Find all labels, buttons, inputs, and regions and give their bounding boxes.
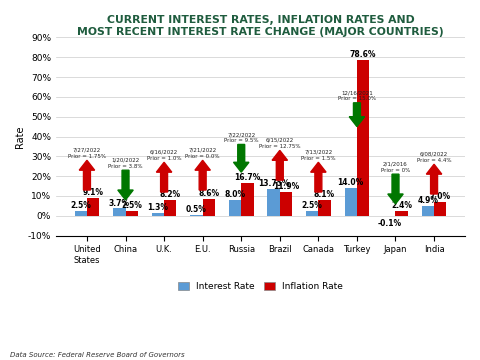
Text: 7/21/2022
Prior = 0.0%: 7/21/2022 Prior = 0.0% [185, 148, 220, 159]
Text: 4.9%: 4.9% [418, 196, 438, 205]
Text: Data Source: Federal Reserve Board of Governors: Data Source: Federal Reserve Board of Go… [10, 352, 184, 358]
Bar [152, 213, 164, 216]
Text: 8.0%: 8.0% [225, 190, 246, 199]
FancyArrow shape [272, 150, 288, 180]
Text: -0.1%: -0.1% [377, 219, 401, 228]
Text: 7/27/2022
Prior = 1.75%: 7/27/2022 Prior = 1.75% [68, 148, 106, 159]
Bar [357, 60, 369, 216]
Text: 2.4%: 2.4% [391, 201, 412, 210]
Text: 9.1%: 9.1% [83, 188, 104, 197]
Text: 12/16/2021
Prior = 15.0%: 12/16/2021 Prior = 15.0% [338, 90, 376, 101]
Bar [164, 199, 177, 216]
FancyArrow shape [426, 164, 442, 194]
Title: CURRENT INTEREST RATES, INFLATION RATES AND
MOST RECENT INTEREST RATE CHANGE (MA: CURRENT INTEREST RATES, INFLATION RATES … [77, 15, 444, 37]
Text: 8.2%: 8.2% [160, 190, 181, 199]
Y-axis label: Rate: Rate [15, 125, 25, 148]
FancyArrow shape [79, 160, 95, 190]
FancyArrow shape [195, 160, 210, 190]
Text: 2.5%: 2.5% [302, 201, 323, 210]
Text: 13.75%: 13.75% [258, 179, 289, 188]
Bar [422, 206, 434, 216]
Text: 6/08/2022
Prior = 4.4%: 6/08/2022 Prior = 4.4% [417, 152, 451, 163]
FancyArrow shape [388, 174, 403, 204]
Bar [306, 211, 318, 216]
FancyArrow shape [233, 144, 249, 172]
Text: 0.5%: 0.5% [186, 205, 207, 214]
Text: 14.0%: 14.0% [337, 178, 364, 187]
Bar [87, 198, 99, 216]
Legend: Interest Rate, Inflation Rate: Interest Rate, Inflation Rate [175, 278, 347, 294]
Text: 3.7%: 3.7% [109, 199, 130, 208]
Bar [434, 202, 446, 216]
Text: 8.6%: 8.6% [198, 189, 219, 198]
FancyArrow shape [349, 103, 365, 127]
Text: 78.6%: 78.6% [350, 50, 376, 59]
Bar [125, 211, 138, 216]
Text: 7.0%: 7.0% [430, 192, 451, 201]
Bar [74, 211, 87, 216]
Text: 6/16/2022
Prior = 1.0%: 6/16/2022 Prior = 1.0% [147, 150, 181, 161]
Bar [190, 215, 203, 216]
Bar [113, 208, 125, 216]
Text: 1.3%: 1.3% [147, 203, 168, 212]
Text: 11.9%: 11.9% [273, 183, 299, 192]
FancyArrow shape [311, 162, 326, 192]
Bar [345, 188, 357, 216]
Text: 7/22/2022
Prior = 9.5%: 7/22/2022 Prior = 9.5% [224, 132, 258, 143]
Bar [396, 211, 408, 216]
Text: 2/1/2016
Prior = 0%: 2/1/2016 Prior = 0% [381, 162, 410, 172]
Text: 2.5%: 2.5% [121, 201, 142, 210]
Bar [229, 200, 241, 216]
Text: 6/15/2022
Prior = 12.75%: 6/15/2022 Prior = 12.75% [259, 138, 300, 149]
FancyArrow shape [118, 170, 133, 200]
FancyArrow shape [156, 162, 172, 192]
Text: 16.7%: 16.7% [234, 173, 261, 182]
Bar [241, 183, 253, 216]
Text: 7/13/2022
Prior = 1.5%: 7/13/2022 Prior = 1.5% [301, 150, 336, 161]
Text: 2.5%: 2.5% [71, 201, 91, 210]
Bar [203, 199, 215, 216]
Text: 8.1%: 8.1% [314, 190, 335, 199]
Bar [280, 192, 292, 216]
Bar [267, 189, 280, 216]
Text: 1/20/2022
Prior = 3.8%: 1/20/2022 Prior = 3.8% [108, 158, 143, 168]
Bar [318, 200, 331, 216]
